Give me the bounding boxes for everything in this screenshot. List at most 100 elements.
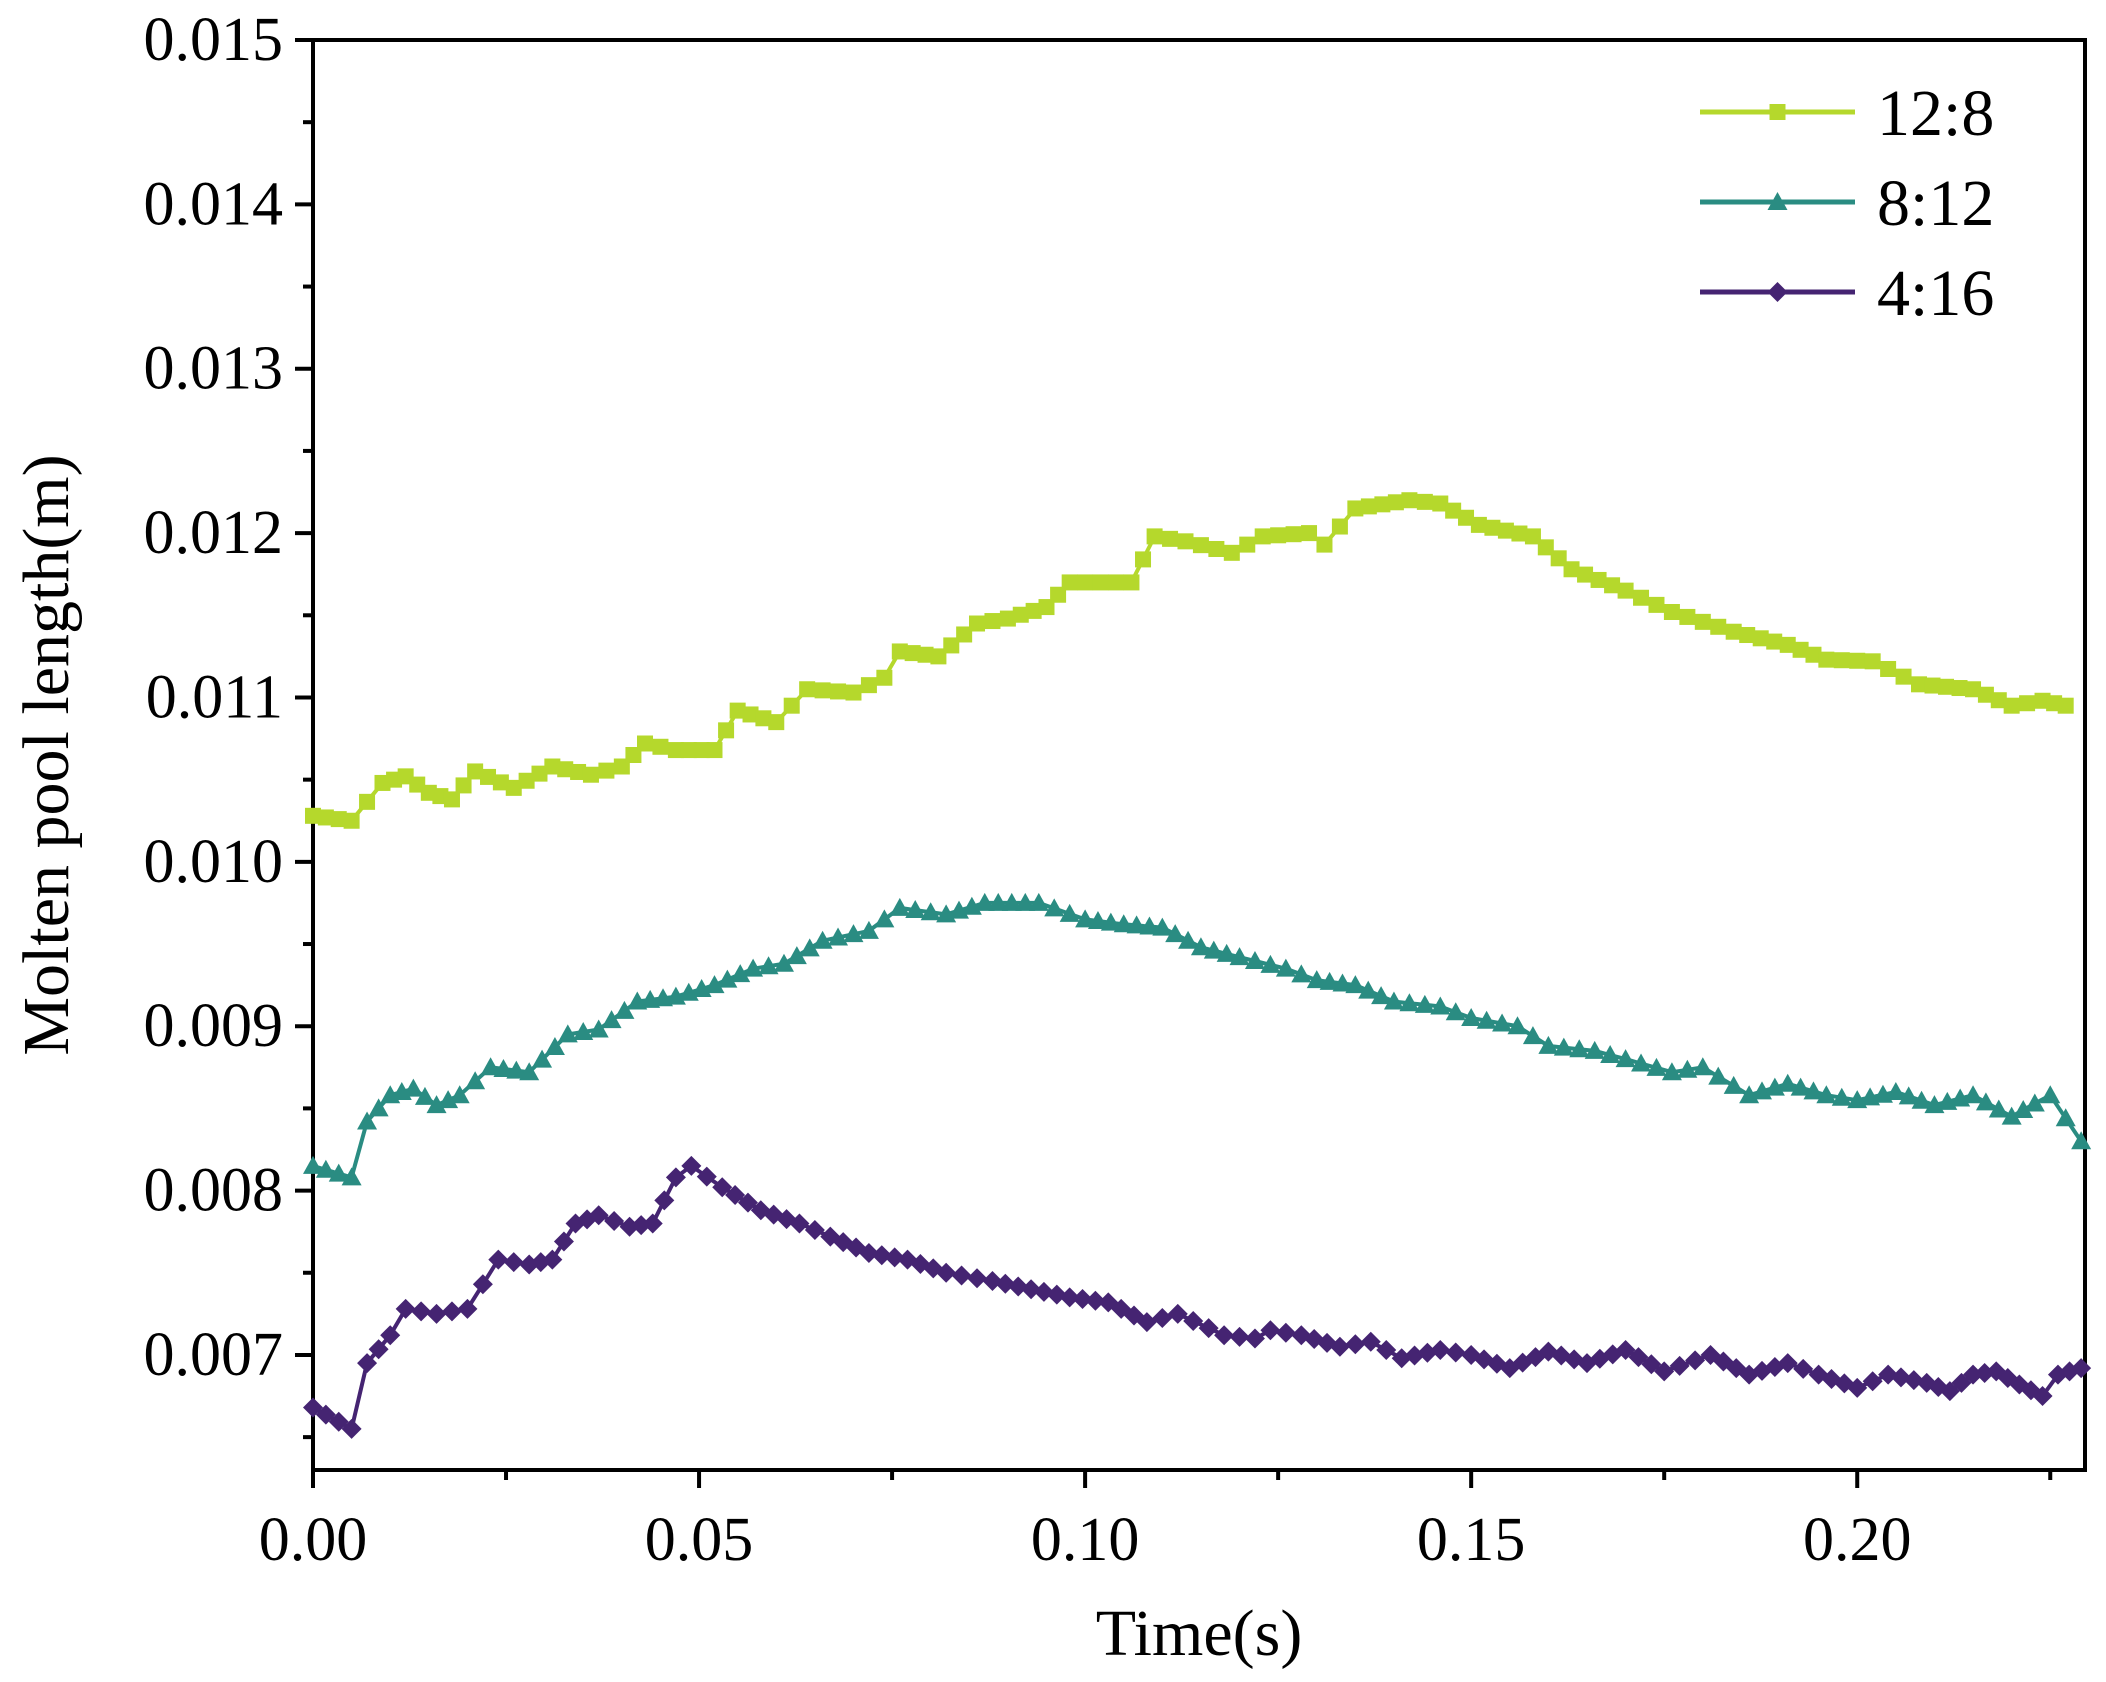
- data-point: [1550, 550, 1567, 567]
- data-point: [1833, 652, 1850, 669]
- data-point: [403, 1078, 424, 1097]
- data-point: [493, 1058, 514, 1077]
- data-point: [1358, 980, 1379, 999]
- data-point: [718, 722, 735, 739]
- data-point: [1162, 530, 1179, 547]
- data-point: [1203, 940, 1224, 959]
- data-point: [465, 1071, 486, 1090]
- data-point: [1345, 975, 1366, 994]
- data-point: [341, 1167, 362, 1186]
- data-point: [951, 1265, 972, 1286]
- legend: 12:8 8:12 4:16: [1700, 77, 1994, 330]
- data-point: [2032, 1386, 2053, 1407]
- data-point: [557, 761, 574, 778]
- data-point: [667, 742, 684, 759]
- data-point: [2071, 1131, 2092, 1150]
- data-point: [1239, 536, 1256, 553]
- data-point: [652, 738, 669, 755]
- data-point: [812, 930, 833, 949]
- data-point: [1229, 1326, 1250, 1347]
- data-point: [988, 892, 1009, 911]
- data-point: [1152, 917, 1173, 936]
- data-point: [1404, 1345, 1425, 1366]
- data-point: [1028, 892, 1049, 911]
- data-point: [717, 969, 738, 988]
- data-point: [604, 1210, 625, 1231]
- data-point: [1661, 1062, 1682, 1081]
- data-point: [1275, 958, 1296, 977]
- data-point: [956, 626, 973, 643]
- data-point: [860, 677, 877, 694]
- data-point: [1484, 519, 1501, 536]
- legend-entry-1: 12:8: [1700, 77, 1994, 150]
- data-point: [828, 927, 849, 946]
- data-point: [368, 1339, 389, 1360]
- data-point: [1890, 1367, 1911, 1388]
- data-point: [2024, 1093, 2045, 1112]
- data-point: [480, 1057, 501, 1076]
- series-layer: [303, 492, 2092, 1439]
- data-point: [1646, 1057, 1667, 1076]
- data-point: [930, 648, 947, 665]
- data-point: [1223, 544, 1240, 561]
- data-point: [1025, 602, 1042, 619]
- data-point: [598, 762, 615, 779]
- data-point: [1244, 1328, 1265, 1349]
- data-point: [467, 763, 484, 780]
- data-point: [1779, 636, 1796, 653]
- data-point: [768, 714, 785, 731]
- data-point: [1977, 686, 1994, 703]
- data-point: [2055, 1108, 2076, 1127]
- data-point: [1648, 596, 1665, 613]
- data-point: [1100, 912, 1121, 931]
- data-point: [1192, 537, 1209, 554]
- data-point: [729, 702, 746, 719]
- data-point: [1792, 641, 1809, 658]
- data-point: [1229, 947, 1250, 966]
- data-point: [1524, 528, 1541, 545]
- data-point: [730, 964, 751, 983]
- data-point: [1038, 599, 1055, 616]
- data-point: [891, 643, 908, 660]
- legend-marker: [1769, 104, 1786, 120]
- data-point: [573, 1021, 594, 1040]
- data-point: [1654, 1361, 1675, 1382]
- data-point: [889, 897, 910, 916]
- data-point: [1739, 627, 1756, 644]
- x-tick-label: 0.00: [259, 1506, 368, 1574]
- data-point: [588, 1205, 609, 1226]
- data-point: [1374, 496, 1391, 513]
- data-point: [1075, 909, 1096, 928]
- y-tick-label: 0.015: [144, 6, 284, 74]
- data-point: [904, 645, 921, 662]
- data-point: [2019, 695, 2036, 712]
- data-point: [982, 1270, 1003, 1291]
- data-point: [642, 1213, 663, 1234]
- data-point: [725, 1184, 746, 1205]
- data-point: [328, 1163, 349, 1182]
- data-point: [1903, 1370, 1924, 1391]
- data-point: [305, 807, 321, 824]
- y-tick-label: 0.008: [144, 1157, 284, 1225]
- data-point: [1511, 525, 1528, 542]
- data-point: [472, 1274, 493, 1295]
- data-point: [368, 1098, 389, 1117]
- data-point: [1461, 1007, 1482, 1026]
- y-tick-label: 0.007: [144, 1321, 284, 1389]
- data-point: [799, 938, 820, 957]
- data-point: [1177, 533, 1194, 550]
- data-point: [542, 1249, 563, 1270]
- data-point: [1864, 653, 1881, 670]
- data-point: [1430, 996, 1451, 1015]
- data-point: [1050, 586, 1067, 603]
- data-point: [758, 956, 779, 975]
- data-point: [1126, 915, 1147, 934]
- data-point: [1577, 566, 1594, 583]
- axes-layer: 0.00 0.05 0.10 0.15 0.20 0.007 0.008 0.009 0.010…: [144, 6, 2053, 1574]
- data-point: [1291, 964, 1312, 983]
- data-point: [1951, 680, 1968, 697]
- data-point: [411, 1301, 432, 1322]
- data-point: [681, 1155, 702, 1176]
- data-point: [693, 742, 710, 759]
- data-point: [1766, 633, 1783, 650]
